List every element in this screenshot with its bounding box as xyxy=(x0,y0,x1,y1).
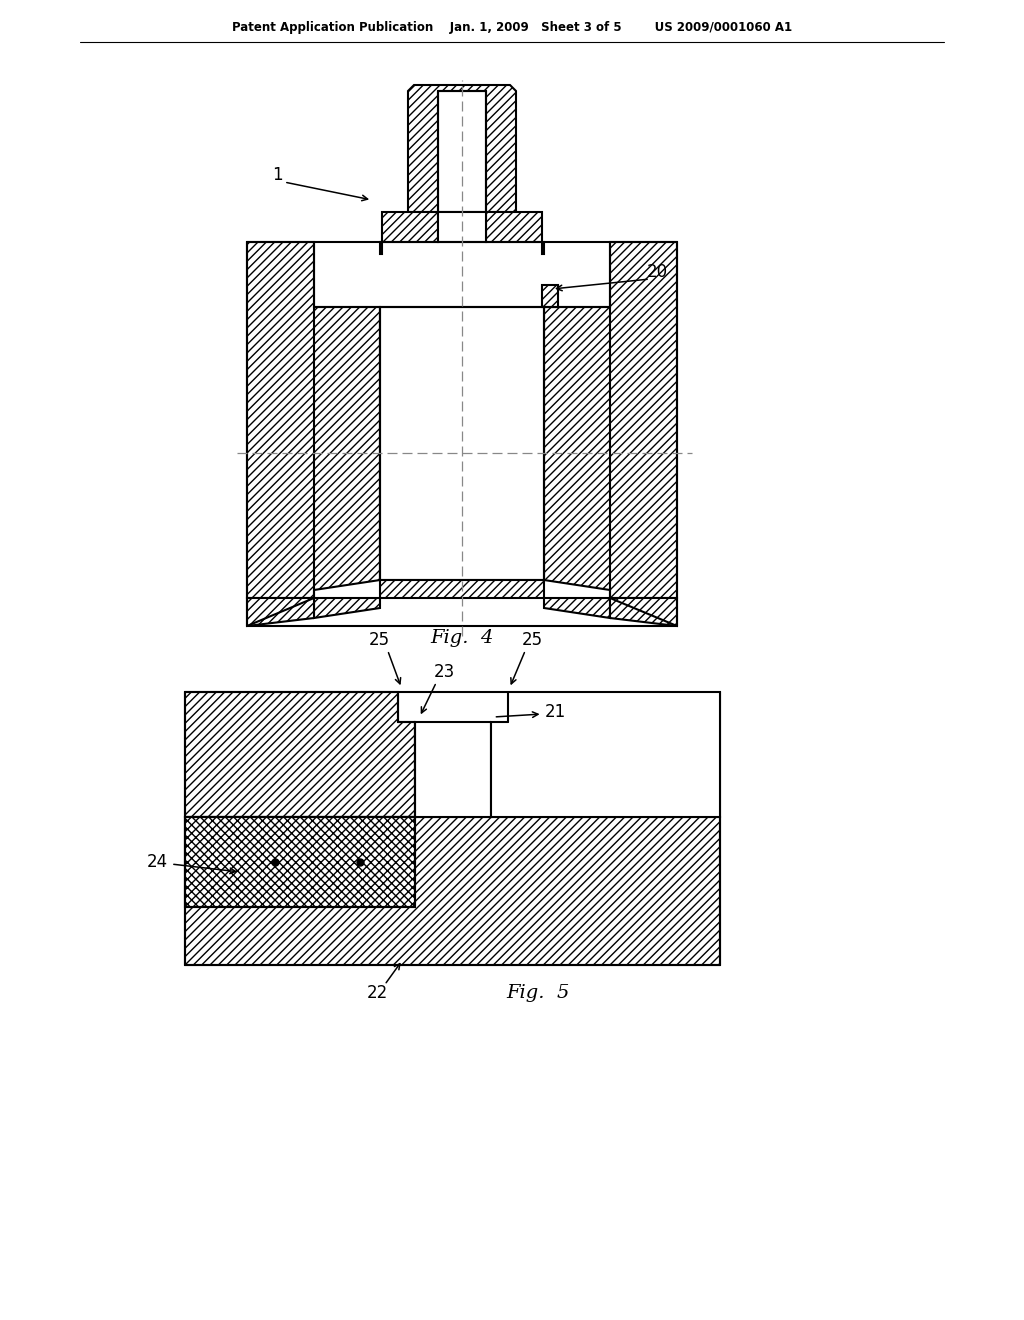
Polygon shape xyxy=(185,692,415,817)
Text: 20: 20 xyxy=(646,263,668,281)
Text: Fig.  5: Fig. 5 xyxy=(506,983,569,1002)
Bar xyxy=(542,285,558,308)
Polygon shape xyxy=(544,242,677,598)
Bar xyxy=(185,817,720,965)
Polygon shape xyxy=(486,213,542,242)
Text: 22: 22 xyxy=(367,983,388,1002)
Bar xyxy=(415,722,490,817)
Bar xyxy=(380,308,544,579)
Polygon shape xyxy=(314,579,610,618)
Polygon shape xyxy=(490,692,720,817)
Bar xyxy=(438,91,486,213)
Text: 25: 25 xyxy=(522,631,543,649)
Polygon shape xyxy=(542,242,544,253)
Bar xyxy=(490,669,720,817)
Text: 21: 21 xyxy=(545,704,566,721)
Text: Patent Application Publication    Jan. 1, 2009   Sheet 3 of 5        US 2009/000: Patent Application Publication Jan. 1, 2… xyxy=(232,21,792,34)
Bar xyxy=(438,213,486,242)
Text: Fig.  4: Fig. 4 xyxy=(430,630,494,647)
Polygon shape xyxy=(380,242,382,253)
Polygon shape xyxy=(185,817,415,907)
Text: 25: 25 xyxy=(369,631,390,649)
Polygon shape xyxy=(382,213,438,242)
Text: 23: 23 xyxy=(434,663,455,681)
Polygon shape xyxy=(247,242,380,598)
Polygon shape xyxy=(408,84,516,213)
Polygon shape xyxy=(610,598,677,626)
Polygon shape xyxy=(247,598,314,626)
Text: 1: 1 xyxy=(271,166,283,183)
Text: 24: 24 xyxy=(146,853,168,871)
